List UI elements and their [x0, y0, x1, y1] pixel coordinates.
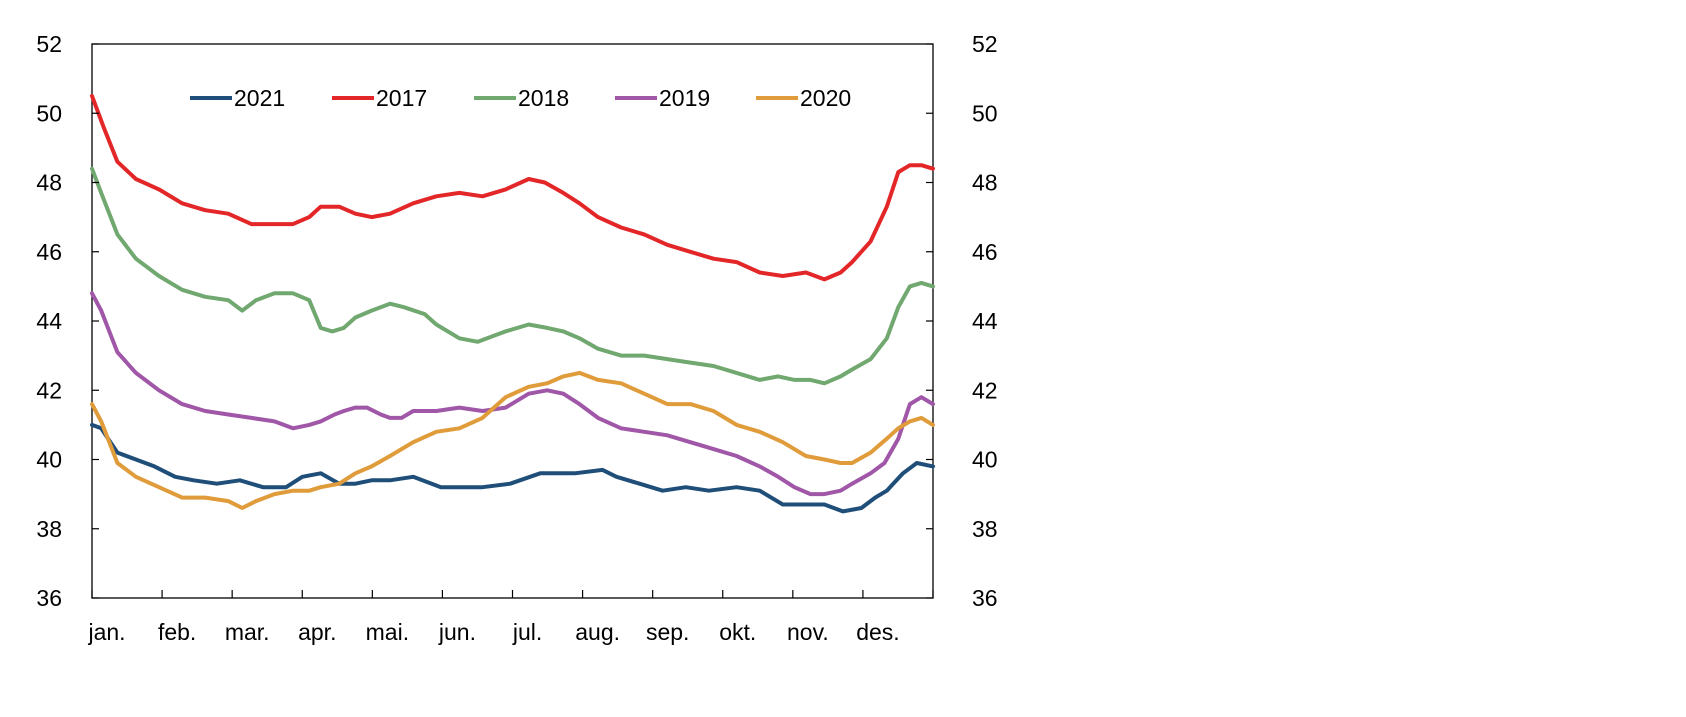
x-tick-label: jan.: [87, 619, 125, 645]
y-tick-label: 44: [36, 308, 62, 334]
right-y-tick-label: 40: [972, 447, 998, 473]
x-tick-label: jul.: [512, 619, 542, 645]
x-tick-label: nov.: [787, 619, 829, 645]
y-tick-label: 46: [36, 239, 62, 265]
legend-label-2021: 2021: [234, 85, 285, 111]
axes: 36 36 38 38 40 40 42 42 44 44 46 46 48 48 50 50 52 52 jan.…: [36, 31, 997, 645]
x-tick-label: sep.: [646, 619, 689, 645]
y-tick-label: 40: [36, 447, 62, 473]
series-line-2019: [90, 291, 935, 497]
series-line-2017: [90, 93, 935, 282]
legend: 2021 2017 2018 2019 2020: [190, 85, 851, 111]
y-tick-label: 36: [36, 585, 62, 611]
right-y-tick-label: 48: [972, 170, 998, 196]
series-line-2018: [90, 166, 935, 386]
y-tick-label: 42: [36, 377, 62, 403]
x-tick-label: jun.: [438, 619, 476, 645]
series-lines: [90, 93, 935, 514]
y-tick-label: 38: [36, 516, 62, 542]
x-tick-label: mai.: [366, 619, 409, 645]
right-y-tick-label: 38: [972, 516, 998, 542]
legend-label-2017: 2017: [376, 85, 427, 111]
legend-label-2020: 2020: [800, 85, 851, 111]
legend-label-2019: 2019: [659, 85, 710, 111]
right-y-tick-label: 46: [972, 239, 998, 265]
y-tick-label: 50: [36, 100, 62, 126]
series-line-2021: [90, 422, 935, 514]
legend-label-2018: 2018: [518, 85, 569, 111]
right-y-tick-label: 50: [972, 100, 998, 126]
series-line-2020: [90, 370, 935, 510]
x-tick-label: aug.: [575, 619, 620, 645]
right-y-tick-label: 42: [972, 377, 998, 403]
plot-frame: [91, 43, 934, 599]
x-tick-label: okt.: [719, 619, 756, 645]
x-tick-label: apr.: [298, 619, 336, 645]
y-tick-label: 48: [36, 170, 62, 196]
x-tick-label: des.: [856, 619, 899, 645]
right-y-tick-label: 44: [972, 308, 998, 334]
y-tick-label: 52: [36, 31, 62, 57]
right-y-tick-label: 36: [972, 585, 998, 611]
right-y-tick-label: 52: [972, 31, 998, 57]
x-tick-label: mar.: [225, 619, 270, 645]
x-tick-label: feb.: [158, 619, 196, 645]
